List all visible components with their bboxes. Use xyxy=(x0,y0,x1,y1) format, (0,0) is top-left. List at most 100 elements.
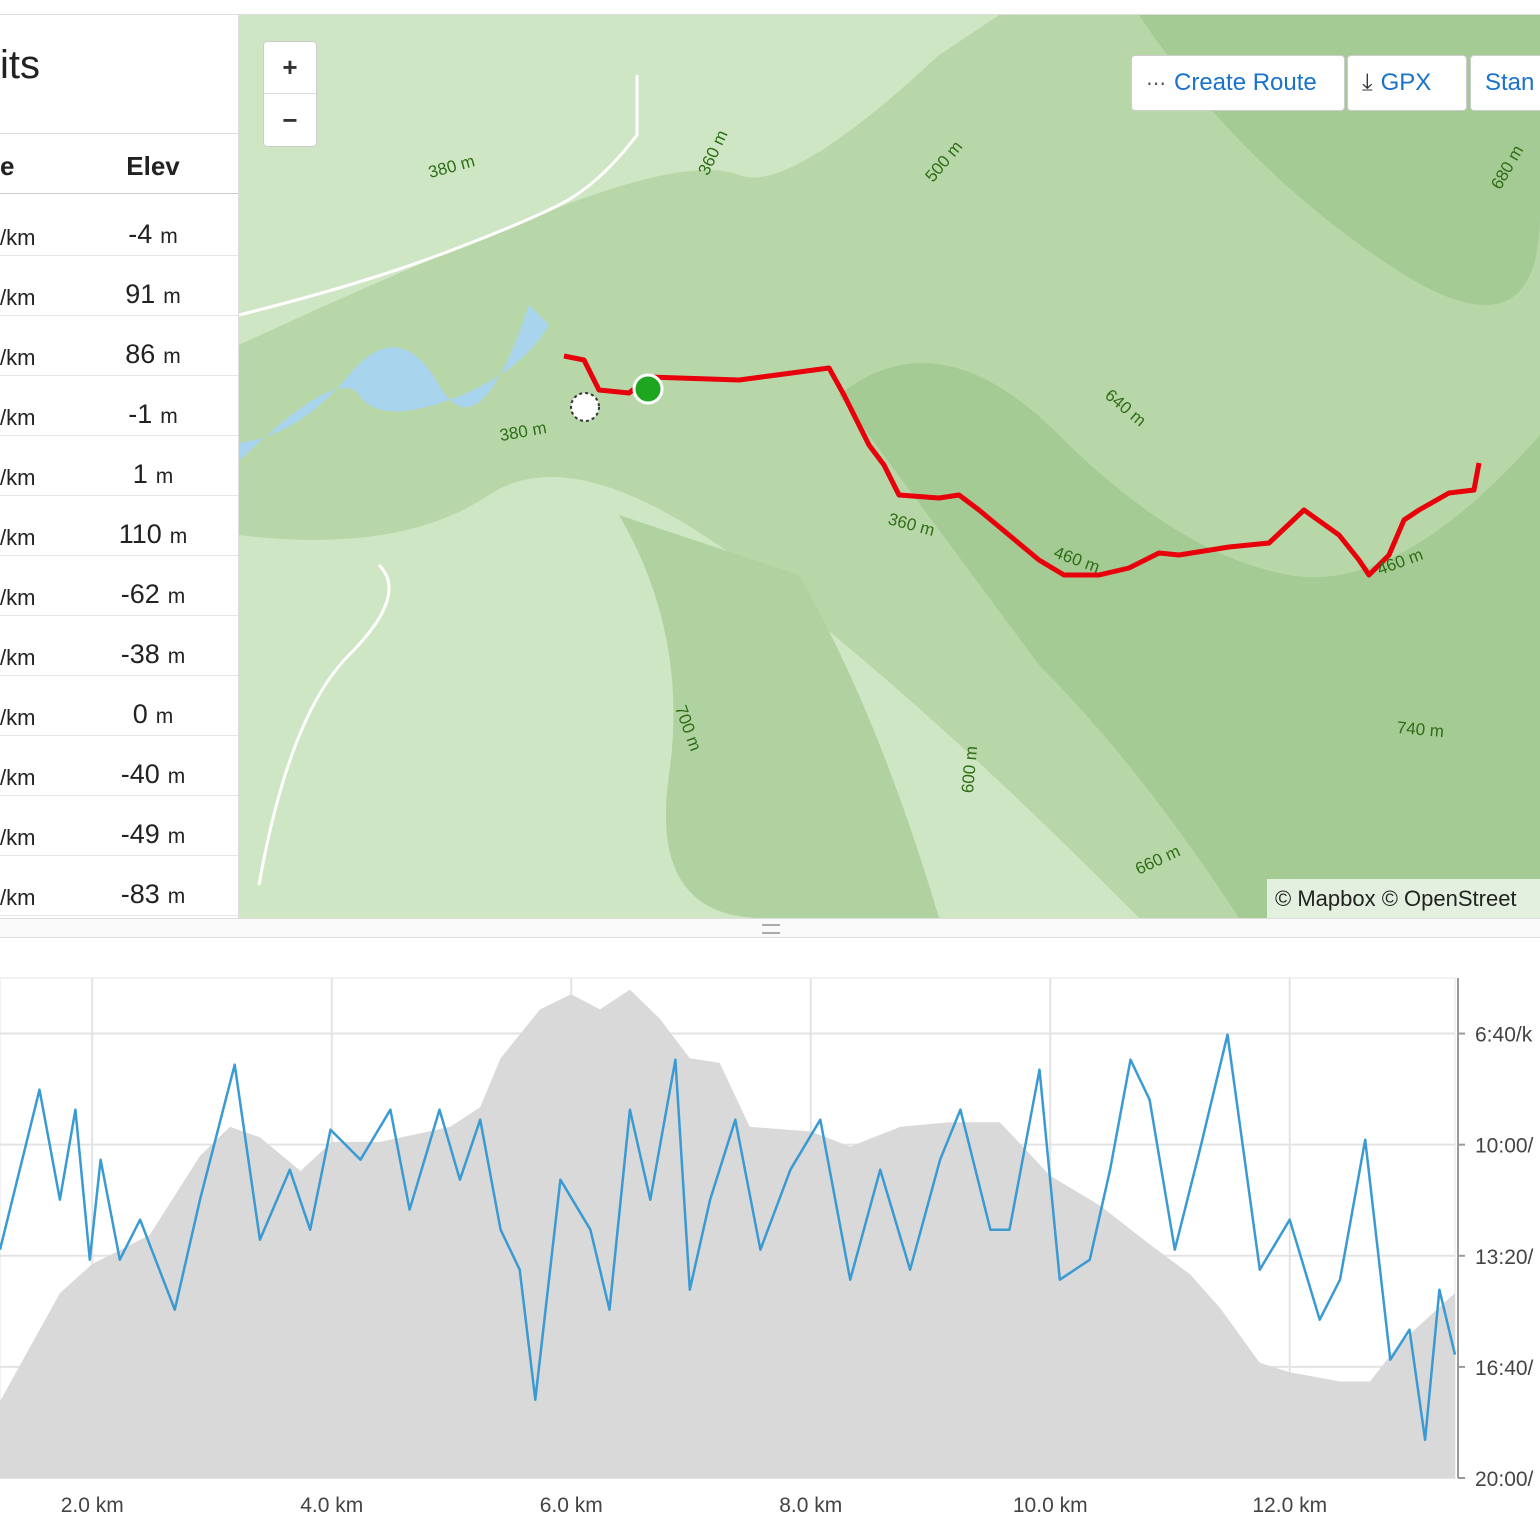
contour-label: 600 m xyxy=(958,745,981,794)
row-line xyxy=(0,495,238,496)
elev-value: 86 xyxy=(125,339,156,369)
elev-unit: m xyxy=(167,885,186,908)
contour-label: 740 m xyxy=(1396,718,1445,741)
y2-tick-label: 13:20/ xyxy=(1475,1246,1534,1269)
elev-unit: m xyxy=(169,525,188,548)
y2-tick-label: 6:40/k xyxy=(1475,1024,1533,1047)
elev-value: -38 xyxy=(120,639,160,669)
elev-unit: m xyxy=(167,825,186,848)
elev-cell: -40 m xyxy=(93,759,213,790)
zoom-in[interactable]: + xyxy=(264,42,316,94)
river xyxy=(239,305,549,461)
create-route-button[interactable]: ⋯ Create Route xyxy=(1131,55,1345,111)
elev-value: 1 xyxy=(132,459,148,489)
row-line xyxy=(0,315,238,316)
pace-cell: /km xyxy=(0,465,36,490)
y2-tick-label: 20:00/ xyxy=(1475,1468,1534,1491)
map-canvas: 380 m 360 m 500 m 680 m 640 m 380 m 360 … xyxy=(239,15,1540,918)
y2-tick-label: 10:00/ xyxy=(1475,1135,1534,1158)
x-tick-label: 8.0 km xyxy=(779,1494,842,1517)
elev-cell: 86 m xyxy=(93,339,213,370)
row-line xyxy=(0,255,238,256)
column-header: e xyxy=(0,151,15,181)
resize-bar[interactable] xyxy=(0,918,1540,938)
zoom-controls: + − xyxy=(263,41,317,147)
standard-button[interactable]: Stan xyxy=(1470,55,1540,111)
row-line xyxy=(0,615,238,616)
pace-cell: /km xyxy=(0,345,36,370)
column-header: Elev xyxy=(126,151,180,181)
button-label: Stan xyxy=(1485,69,1535,96)
row-line xyxy=(0,855,238,856)
x-tick-label: 2.0 km xyxy=(61,1494,124,1517)
elev-cell: -62 m xyxy=(93,579,213,610)
x-tick-label: 4.0 km xyxy=(300,1494,363,1517)
finish-marker xyxy=(570,392,600,422)
row-line xyxy=(0,193,238,194)
elev-unit: m xyxy=(155,465,174,488)
elev-cell: -4 m xyxy=(93,219,213,250)
elev-unit: m xyxy=(155,705,174,728)
pace-cell: /km xyxy=(0,885,36,910)
button-label: Create Route xyxy=(1174,69,1317,96)
start-marker xyxy=(632,373,664,405)
elev-unit: m xyxy=(160,405,178,428)
chart: 2.0 km 4.0 km 6.0 km 8.0 km 10.0 km 12.0 km 6:… xyxy=(0,977,1534,1517)
elev-cell: -83 m xyxy=(93,879,213,910)
elev-cell: 110 m xyxy=(93,519,213,550)
resize-handle[interactable] xyxy=(762,924,780,934)
pace-cell: /km xyxy=(0,645,36,670)
divider xyxy=(0,14,1540,15)
zoom-out[interactable]: − xyxy=(282,105,298,135)
pace-cell: /km xyxy=(0,405,36,430)
attribution: © Mapbox © OpenStreet xyxy=(1267,879,1540,918)
terrain xyxy=(839,363,1540,918)
elev-unit: m xyxy=(163,345,181,368)
row-line xyxy=(0,915,238,916)
button-label: GPX xyxy=(1380,69,1432,96)
pace-cell: /km xyxy=(0,525,36,550)
elev-value: -1 xyxy=(128,399,153,429)
elev-value: -40 xyxy=(120,759,160,789)
pace-cell: /km xyxy=(0,765,36,790)
pace-line xyxy=(0,1033,1457,1441)
elev-cell: -38 m xyxy=(93,639,213,670)
road xyxy=(239,75,639,317)
route xyxy=(563,353,1482,578)
elev-value: 91 xyxy=(125,279,156,309)
pace-cell: /km xyxy=(0,705,36,730)
row-line xyxy=(0,795,238,796)
elevation-area xyxy=(0,989,1455,1478)
y2-tick-label: 16:40/ xyxy=(1475,1357,1534,1380)
elev-value: -4 xyxy=(128,219,153,249)
pace-cell: /km xyxy=(0,285,36,310)
pace-cell: /km xyxy=(0,225,36,250)
road xyxy=(257,563,391,886)
pace-cell: /km xyxy=(0,825,36,850)
x-tick-label: 6.0 km xyxy=(540,1494,603,1517)
elev-value: -62 xyxy=(120,579,160,609)
elev-value: 110 xyxy=(118,519,162,549)
elev-value: -49 xyxy=(120,819,160,849)
elev-cell: -1 m xyxy=(93,399,213,430)
pace-cell: /km xyxy=(0,585,36,610)
route-icon: ⋯ xyxy=(1146,72,1166,95)
elev-unit: m xyxy=(167,645,186,668)
row-line xyxy=(0,675,238,676)
elev-value: -83 xyxy=(120,879,160,909)
elev-unit: m xyxy=(160,225,178,248)
gpx-button[interactable]: ⤓ GPX xyxy=(1347,55,1467,111)
row-line xyxy=(0,435,238,436)
elev-cell: -49 m xyxy=(93,819,213,850)
row-line xyxy=(0,735,238,736)
terrain xyxy=(619,515,939,918)
map[interactable]: 380 m 360 m 500 m 680 m 640 m 380 m 360 … xyxy=(239,15,1540,918)
row-line xyxy=(0,133,238,134)
elev-value: 0 xyxy=(132,699,148,729)
x-tick-label: 10.0 km xyxy=(1013,1494,1088,1517)
row-line xyxy=(0,555,238,556)
table-title: its xyxy=(0,43,40,87)
download-icon: ⤓ xyxy=(1362,69,1373,96)
